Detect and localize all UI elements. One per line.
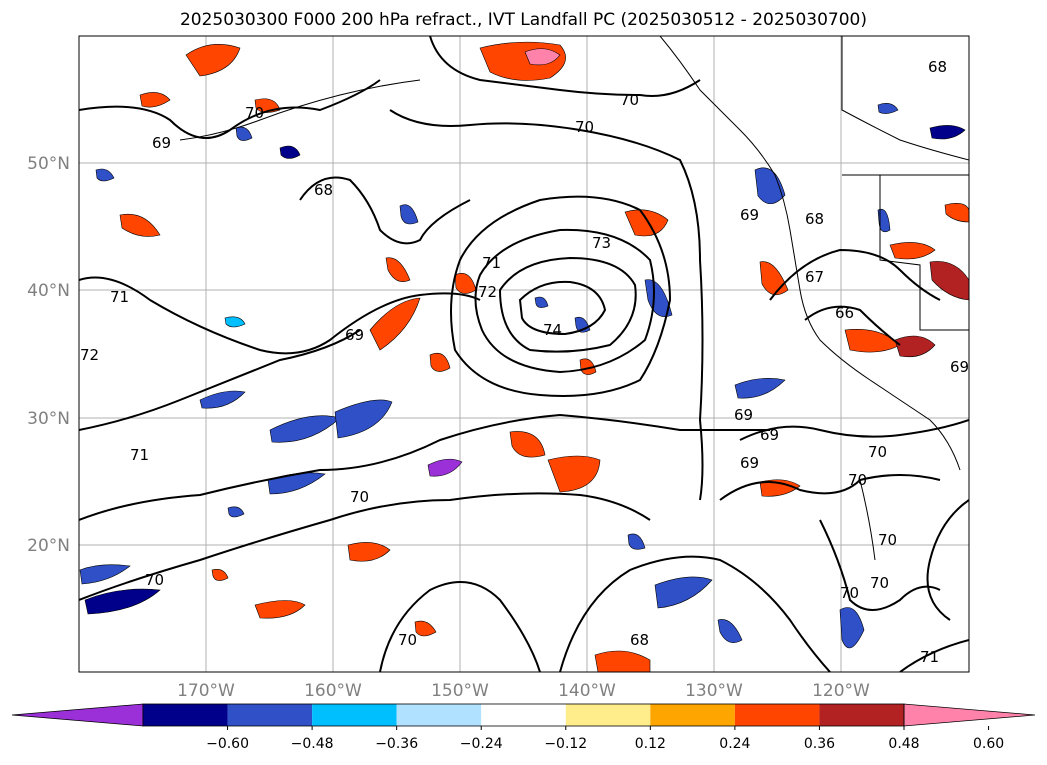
colorbar-segment	[227, 704, 313, 726]
contour-label: 70	[145, 571, 164, 589]
contour-label: 72	[478, 283, 497, 301]
colorbar-tick-label: −0.36	[375, 736, 418, 752]
colorbar-tick-label: 0.48	[888, 736, 919, 752]
colorbar-tick-label: −0.12	[544, 736, 587, 752]
gridlines	[79, 36, 969, 672]
colorbar-segment	[650, 704, 735, 726]
contour-label: 69	[760, 426, 779, 444]
lon-label: 170°W	[177, 681, 235, 701]
colorbar-extend-low	[11, 703, 144, 727]
contour-label: 70	[245, 104, 264, 122]
refractivity-shading	[79, 41, 969, 672]
contour-label-layer: 69 68 70 70 71 72 73 74 69 71 72 69 68 6…	[80, 58, 969, 666]
contour-label: 74	[543, 321, 562, 339]
colorbar-segment	[143, 704, 228, 726]
contour-label: 70	[575, 118, 594, 136]
contour-label: 70	[870, 574, 889, 592]
map-border	[78, 35, 970, 673]
colorbar-segment	[481, 704, 566, 726]
contour-label: 71	[110, 288, 129, 306]
contour-label: 69	[734, 406, 753, 424]
colorbar-tick-label: −0.24	[460, 736, 503, 752]
contour-label: 72	[80, 346, 99, 364]
map-content: 69 68 70 70 71 72 73 74 69 71 72 69 68 6…	[79, 36, 969, 672]
colorbar-tick-label: 0.12	[635, 736, 666, 752]
contour-label: 67	[805, 268, 824, 286]
contour-label: 70	[350, 488, 369, 506]
contour-label: 68	[805, 210, 824, 228]
colorbar-tick-label: 0.36	[804, 736, 835, 752]
contour-label: 70	[398, 631, 417, 649]
lat-label: 50°N	[27, 154, 70, 174]
contour-label: 70	[840, 584, 859, 602]
contour-label: 68	[928, 58, 947, 76]
contour-label: 69	[950, 358, 969, 376]
colorbar-segment	[819, 704, 904, 726]
contour-label: 71	[920, 648, 939, 666]
contour-label: 68	[630, 631, 649, 649]
colorbar-segment	[312, 704, 397, 726]
lon-label: 130°W	[685, 681, 743, 701]
colorbar-segment	[396, 704, 482, 726]
lon-label: 120°W	[812, 681, 870, 701]
colorbar-extend-high	[903, 703, 1036, 727]
latitude-labels: 50°N 40°N 30°N 20°N	[27, 154, 70, 556]
contour-label: 70	[878, 531, 897, 549]
longitude-labels: 170°W 160°W 150°W 140°W 130°W 120°W	[177, 681, 870, 701]
contour-label: 70	[620, 91, 639, 109]
contour-label: 66	[835, 304, 854, 322]
lon-label: 140°W	[558, 681, 616, 701]
lon-label: 160°W	[304, 681, 362, 701]
contour-label: 68	[314, 181, 333, 199]
lat-label: 20°N	[27, 536, 70, 556]
colorbar-tick-label: −0.60	[206, 736, 249, 752]
lat-label: 30°N	[27, 409, 70, 429]
colorbar-tick-label: 0.24	[719, 736, 750, 752]
contour-label: 69	[740, 454, 759, 472]
lat-label: 40°N	[27, 281, 70, 301]
colorbar: −0.60 −0.48 −0.36 −0.24 −0.12 0.12 0.24 0.36 0.4…	[11, 703, 1036, 752]
map-panel	[79, 36, 969, 672]
colorbar-tick-label: 0.60	[973, 736, 1004, 752]
map-title: 2025030300 F000 200 hPa refract., IVT La…	[179, 10, 867, 30]
contour-label: 70	[868, 443, 887, 461]
contour-label: 69	[345, 326, 364, 344]
contour-label: 73	[592, 234, 611, 252]
colorbar-segment	[565, 704, 651, 726]
lon-label: 150°W	[431, 681, 489, 701]
colorbar-tick-label: −0.48	[291, 736, 334, 752]
contour-label: 69	[740, 206, 759, 224]
colorbar-frame	[142, 703, 905, 727]
contour-label: 70	[848, 471, 867, 489]
contour-label: 69	[152, 134, 171, 152]
coastlines	[179, 36, 969, 561]
colorbar-segment	[734, 704, 820, 726]
contour-label: 71	[482, 254, 501, 272]
contour-label: 71	[130, 446, 149, 464]
contour-lines	[79, 36, 969, 672]
